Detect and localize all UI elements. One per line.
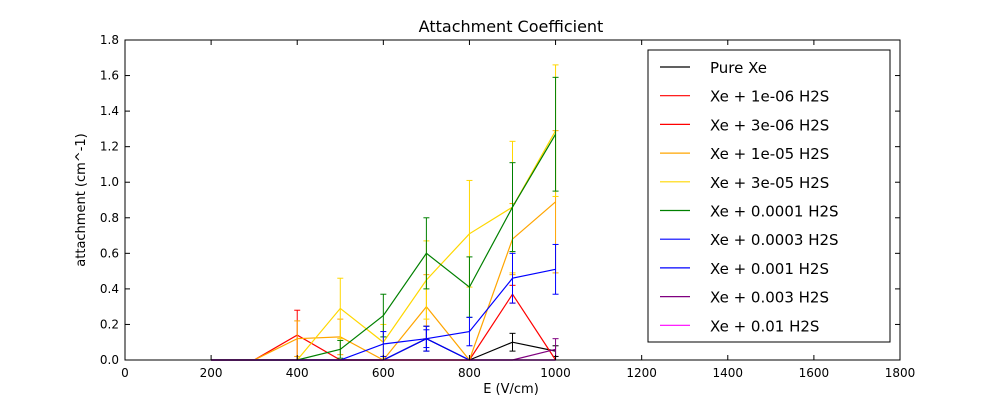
y-tick-label: 1.2 <box>100 140 119 154</box>
x-tick-label: 1400 <box>713 366 744 380</box>
y-tick-label: 1.4 <box>100 104 119 118</box>
legend-label: Xe + 0.001 H2S <box>710 260 829 278</box>
legend-label: Xe + 0.01 H2S <box>710 317 819 335</box>
x-tick-label: 1800 <box>885 366 916 380</box>
legend-label: Xe + 3e-05 H2S <box>710 174 829 192</box>
legend-label: Xe + 0.0001 H2S <box>710 203 839 221</box>
legend-label: Pure Xe <box>710 59 767 77</box>
y-tick-label: 0.0 <box>100 353 119 367</box>
y-tick-label: 1.6 <box>100 69 119 83</box>
x-tick-label: 0 <box>121 366 129 380</box>
x-tick-label: 400 <box>286 366 309 380</box>
series-3 <box>211 130 559 362</box>
chart-title: Attachment Coefficient <box>419 17 604 36</box>
series-4 <box>211 64 559 361</box>
x-tick-label: 1200 <box>626 366 657 380</box>
legend-label: Xe + 3e-06 H2S <box>710 116 829 134</box>
y-tick-label: 1.0 <box>100 175 119 189</box>
series-6 <box>211 243 559 361</box>
legend-label: Xe + 0.003 H2S <box>710 289 829 307</box>
legend: Pure Xe Xe + 1e-06 H2S Xe + 3e-06 H2S Xe + … <box>647 49 891 343</box>
legend-box <box>647 49 891 343</box>
ticks-layer: 0 200 400 600 800 1000 1200 1400 1600 1800 0.0 0.2 0… <box>100 33 915 380</box>
legend-label: Xe + 0.0003 H2S <box>710 231 839 249</box>
x-tick-label: 1600 <box>799 366 830 380</box>
y-tick-label: 0.8 <box>100 211 119 225</box>
legend-label: Xe + 1e-06 H2S <box>710 88 829 106</box>
legend-label: Xe + 1e-05 H2S <box>710 145 829 163</box>
plot-frame <box>124 39 901 361</box>
x-tick-label: 600 <box>372 366 395 380</box>
x-tick-label: 1000 <box>540 366 571 380</box>
x-axis-label: E (V/cm) <box>483 382 539 397</box>
y-tick-label: 0.6 <box>100 246 119 260</box>
y-axis-label: attachment (cm^-1) <box>74 133 89 266</box>
x-tick-label: 200 <box>200 366 223 380</box>
y-tick-label: 1.8 <box>100 33 119 47</box>
series-5 <box>211 76 559 361</box>
y-tick-label: 0.4 <box>100 282 119 296</box>
legend-items: Pure Xe Xe + 1e-06 H2S Xe + 3e-06 H2S Xe + … <box>660 59 839 335</box>
y-tick-label: 0.2 <box>100 317 119 331</box>
x-tick-label: 800 <box>458 366 481 380</box>
series-layer <box>211 64 559 362</box>
